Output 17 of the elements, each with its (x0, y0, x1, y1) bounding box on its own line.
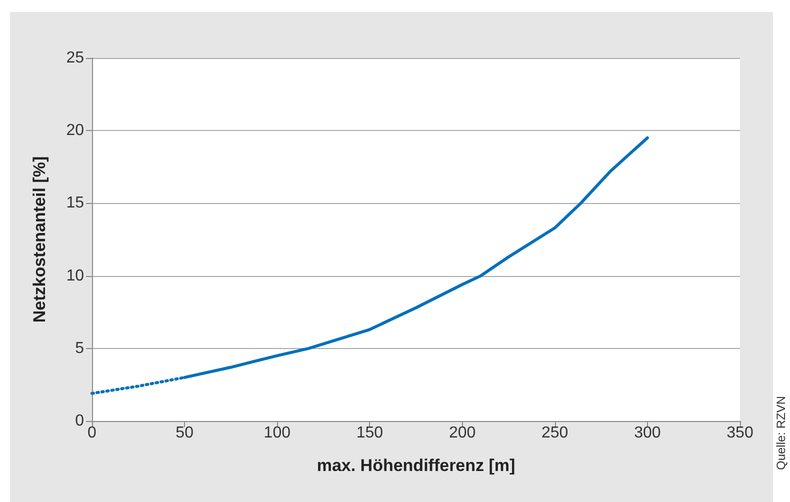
x-tick-label: 50 (176, 424, 194, 442)
y-tick-label: 25 (66, 50, 84, 66)
x-axis-title: max. Höhendifferenz [m] (316, 456, 516, 475)
x-tick-label: 0 (88, 424, 97, 442)
x-tick-label: 200 (448, 424, 476, 442)
y-tick-label: 15 (66, 194, 84, 212)
x-tick-label: 100 (264, 424, 291, 442)
y-tick-label: 5 (75, 340, 84, 357)
y-tick-label: 0 (75, 412, 84, 430)
y-tick-label: 20 (66, 122, 84, 140)
x-tick-label: 250 (542, 424, 568, 442)
x-tick-label: 300 (634, 424, 661, 442)
x-tick-label: 150 (356, 424, 384, 442)
y-axis-title: Netzkostenanteil [%] (30, 156, 49, 323)
y-tick-label: 10 (66, 267, 84, 284)
source-note: Quelle: RZVN (774, 396, 788, 470)
x-tick-label: 350 (726, 424, 754, 442)
